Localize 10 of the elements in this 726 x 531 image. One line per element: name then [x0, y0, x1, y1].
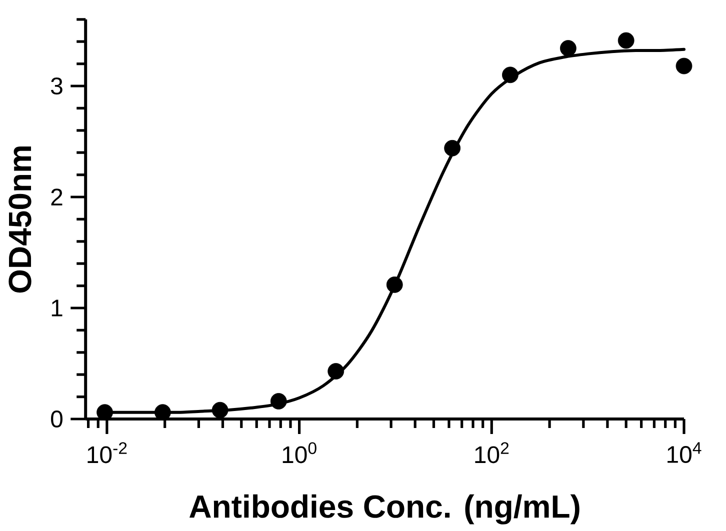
x-axis-title: Antibodies Conc. (ng/mL) [189, 494, 580, 524]
y-tick-label: 1 [52, 300, 62, 316]
y-tick-label: 0 [51, 410, 62, 428]
x-tick-label: 10$^{2}$ [475, 442, 509, 464]
y-axis-title: OD450nm [8, 146, 32, 293]
y-tick-label: 3 [50, 78, 62, 94]
x-tick-label: 10$^{0}$ [282, 442, 316, 464]
y-tick-label: 2 [51, 188, 62, 206]
x-tick-label: 10$^{4}$ [668, 442, 702, 464]
x-tick-label: 10$^{-2}$ [88, 442, 127, 464]
